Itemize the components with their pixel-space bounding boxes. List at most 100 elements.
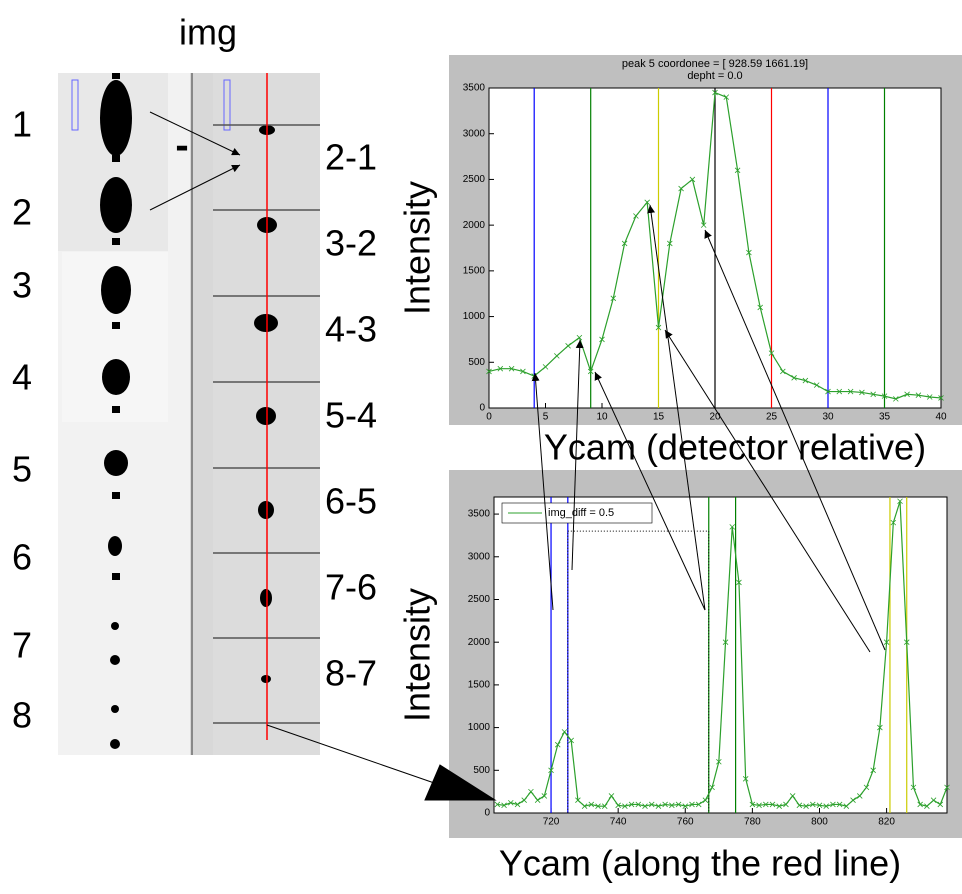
plot-area <box>493 496 948 814</box>
point-marker <box>870 767 876 774</box>
point-marker <box>904 391 910 398</box>
point-marker <box>847 388 854 395</box>
point-marker <box>897 498 903 505</box>
point-marker <box>581 803 588 809</box>
point-marker <box>678 185 684 192</box>
x-tick-label: 720 <box>543 817 560 828</box>
point-marker <box>528 788 534 795</box>
point-marker <box>734 167 741 174</box>
point-marker <box>689 801 695 808</box>
x-tick-label: 820 <box>878 817 895 828</box>
diff-label: 8-7 <box>325 653 377 694</box>
x-tick-label: 780 <box>744 817 761 828</box>
point-marker <box>667 240 673 247</box>
point-marker <box>635 801 642 808</box>
diff-label: 6-5 <box>325 481 377 522</box>
point-marker <box>669 802 675 809</box>
point-marker <box>520 368 526 375</box>
point-marker <box>863 784 870 791</box>
point-marker <box>763 801 769 808</box>
point-marker <box>776 803 783 809</box>
diff-label: 5-4 <box>325 395 377 436</box>
y-tick-label: 2500 <box>463 174 486 185</box>
point-marker <box>662 801 668 808</box>
point-marker <box>621 240 628 247</box>
x-tick-label: 30 <box>822 412 834 423</box>
row-label: 2 <box>12 192 32 233</box>
row-label: 8 <box>12 695 32 736</box>
point-marker <box>587 368 594 375</box>
y-tick-label: 0 <box>479 403 485 414</box>
point-marker <box>642 803 648 809</box>
point-marker <box>780 368 786 375</box>
point-marker <box>856 793 863 799</box>
y-tick-label: 3000 <box>463 128 486 139</box>
row-label: 4 <box>12 357 32 398</box>
point-marker <box>836 801 843 808</box>
point-marker <box>825 388 831 395</box>
point-marker <box>507 799 514 806</box>
point-marker <box>508 365 515 372</box>
point-marker <box>568 737 574 744</box>
point-marker <box>769 801 776 808</box>
point-marker <box>501 802 507 809</box>
point-marker <box>554 741 561 748</box>
point-marker <box>601 803 608 809</box>
point-marker <box>823 803 829 809</box>
point-marker <box>870 391 876 398</box>
point-marker <box>497 365 504 372</box>
chart-subtitle: depht = 0.0 <box>687 70 742 82</box>
point-marker <box>757 304 763 311</box>
point-marker <box>655 803 662 809</box>
y-tick-label: 3500 <box>468 509 491 520</box>
point-marker <box>709 784 715 791</box>
point-marker <box>883 639 890 645</box>
point-marker <box>521 797 527 803</box>
point-marker <box>561 729 568 735</box>
diff-label: 3-2 <box>325 223 377 264</box>
y-axis-label: Intensity <box>397 181 438 315</box>
point-marker <box>944 784 950 791</box>
point-marker <box>910 784 917 791</box>
point-marker <box>494 801 501 808</box>
point-marker <box>791 375 797 381</box>
point-marker <box>722 639 729 645</box>
point-marker <box>802 377 809 384</box>
point-marker <box>486 368 492 375</box>
chart-title: peak 5 coordonee = [ 928.59 1661.19] <box>622 58 808 70</box>
x-axis-label: Ycam (detector relative) <box>544 427 926 468</box>
legend-label: img_diff = 0.5 <box>548 507 614 519</box>
point-marker <box>796 802 803 809</box>
point-marker <box>742 776 749 782</box>
point-marker <box>890 519 897 526</box>
point-marker <box>736 579 742 586</box>
point-marker <box>917 801 923 808</box>
point-marker <box>723 94 730 100</box>
x-tick-label: 35 <box>879 412 891 423</box>
point-marker <box>648 801 655 808</box>
y-axis-label: Intensity <box>397 588 438 722</box>
x-tick-label: 40 <box>935 412 947 423</box>
y-tick-label: 500 <box>473 765 490 776</box>
point-marker <box>930 797 937 803</box>
image-strips <box>58 73 320 755</box>
point-marker <box>644 199 650 206</box>
row-label: 6 <box>12 537 32 578</box>
point-marker <box>542 364 549 370</box>
point-marker <box>599 336 605 343</box>
point-marker <box>789 793 796 799</box>
point-marker <box>803 803 809 809</box>
point-marker <box>783 801 789 808</box>
x-tick-label: 0 <box>486 412 492 423</box>
point-marker <box>809 801 816 808</box>
point-marker <box>893 396 899 402</box>
x-tick-label: 20 <box>709 412 721 423</box>
y-tick-label: 1000 <box>468 722 491 733</box>
point-marker <box>843 803 850 809</box>
diff-label: 4-3 <box>325 309 377 350</box>
point-marker <box>712 89 718 96</box>
point-marker <box>836 388 843 395</box>
point-marker <box>695 801 702 808</box>
point-marker <box>554 353 560 359</box>
